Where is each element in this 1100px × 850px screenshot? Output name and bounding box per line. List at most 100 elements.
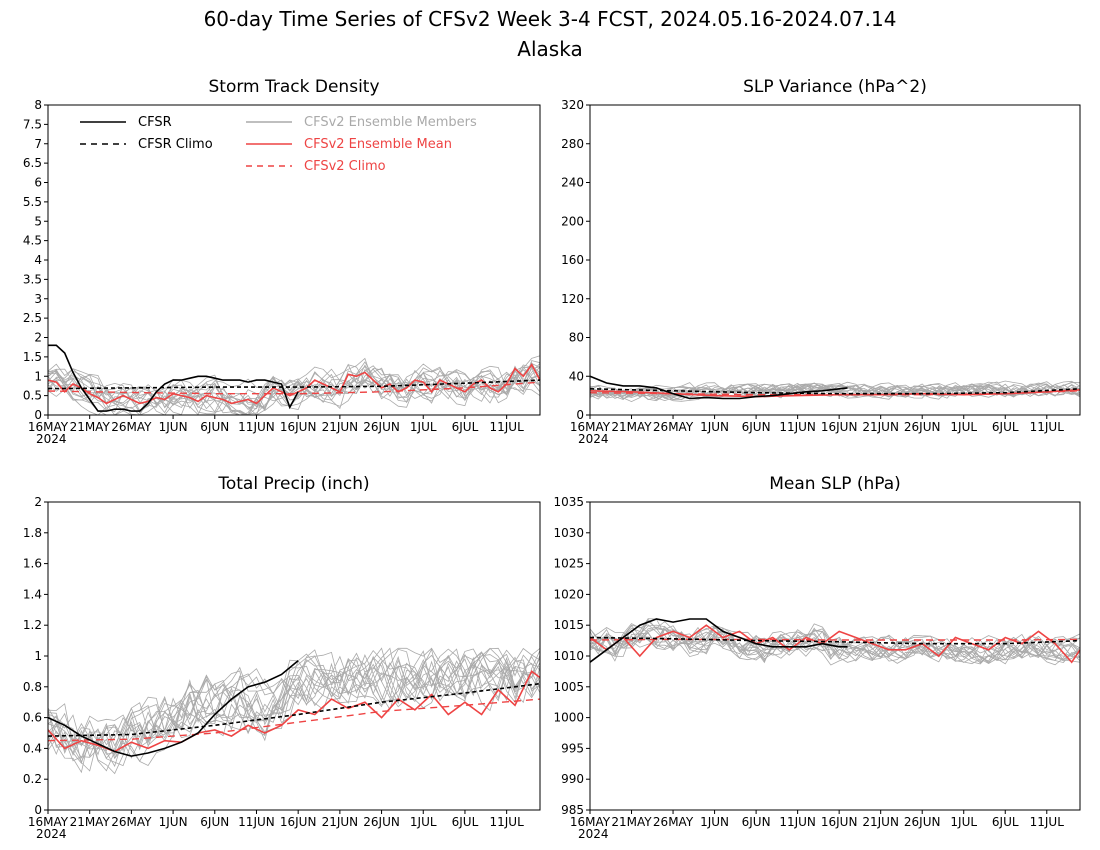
x-tick-label: 26JUN (363, 420, 400, 434)
x-tick-label: 16MAY (28, 815, 69, 829)
legend-members-label: CFSv2 Ensemble Members (304, 115, 477, 130)
x-tick-label: 26JUN (904, 815, 941, 829)
ensemble-member-line (47, 360, 541, 416)
y-tick-label: 80 (569, 331, 584, 345)
cfsr-climo-line (47, 379, 541, 390)
figure-subtitle: Alaska (517, 37, 582, 61)
ensemble-member-line (47, 651, 541, 762)
x-tick-label: 21MAY (70, 815, 111, 829)
y-tick-label: 5 (34, 214, 42, 228)
y-tick-label: 1.5 (23, 350, 42, 364)
legend: CFSR CFSR Climo CFSv2 Ensemble Members C… (80, 115, 477, 174)
ensemble-member-line (47, 649, 541, 758)
y-tick-label: 0 (576, 408, 584, 422)
y-tick-label: 5.5 (23, 195, 42, 209)
y-tick-label: 1010 (553, 649, 584, 663)
ens-mean-line (47, 670, 541, 753)
cfsr-climo-line (589, 636, 1081, 645)
y-tick-label: 0.8 (23, 680, 42, 694)
x-tick-label: 1JUL (410, 420, 437, 434)
y-tick-label: 1030 (553, 526, 584, 540)
x-year-label: 2024 (578, 432, 609, 446)
y-tick-label: 1.2 (23, 618, 42, 632)
x-tick-label: 1JUN (700, 420, 729, 434)
x-tick-label: 16MAY (570, 815, 611, 829)
y-tick-label: 7.5 (23, 117, 42, 131)
ensemble-member-line (47, 369, 541, 416)
x-tick-label: 1JUL (950, 420, 977, 434)
y-tick-label: 0 (34, 408, 42, 422)
x-tick-label: 21JUN (862, 420, 899, 434)
y-tick-label: 1020 (553, 587, 584, 601)
y-tick-label: 280 (561, 137, 584, 151)
y-tick-label: 1.6 (23, 557, 42, 571)
y-tick-label: 1 (34, 649, 42, 663)
x-tick-label: 21JUN (862, 815, 899, 829)
x-tick-label: 6JUL (992, 420, 1019, 434)
x-tick-label: 11JUL (490, 815, 525, 829)
plot-frame (589, 501, 1081, 811)
y-tick-label: 200 (561, 214, 584, 228)
x-tick-label: 21MAY (611, 815, 652, 829)
ensemble-member-line (47, 367, 541, 416)
ensemble-member-line (47, 650, 541, 767)
cfsr-line (589, 375, 848, 400)
x-tick-label: 26MAY (653, 815, 694, 829)
x-tick-label: 1JUN (700, 815, 729, 829)
x-tick-label: 16JUN (280, 420, 317, 434)
ensemble-member-line (47, 647, 541, 768)
y-tick-label: 1 (34, 369, 42, 383)
ensemble-member-line (589, 624, 1081, 663)
x-tick-label: 6JUL (452, 815, 479, 829)
x-tick-label: 16MAY (28, 420, 69, 434)
y-tick-label: 1.4 (23, 587, 42, 601)
cfsr-line (589, 618, 848, 663)
ensemble-member-line (589, 623, 1081, 663)
ens-mean-line (589, 624, 1081, 664)
y-tick-label: 985 (561, 803, 584, 817)
figure-title: 60-day Time Series of CFSv2 Week 3-4 FCS… (204, 7, 897, 31)
ensemble-members (47, 647, 541, 775)
y-tick-label: 2 (34, 331, 42, 345)
x-tick-label: 21MAY (611, 420, 652, 434)
x-tick-label: 6JUL (452, 420, 479, 434)
x-tick-label: 1JUN (159, 420, 188, 434)
x-tick-label: 21JUN (322, 815, 359, 829)
ens-mean-line (47, 363, 541, 405)
y-tick-label: 3.5 (23, 272, 42, 286)
x-year-label: 2024 (36, 827, 67, 841)
y-tick-label: 1005 (553, 680, 584, 694)
ensemble-member-line (47, 655, 541, 772)
x-tick-label: 1JUN (159, 815, 188, 829)
plot-frame (47, 501, 541, 811)
x-tick-label: 11JUL (1030, 815, 1065, 829)
y-tick-label: 4 (34, 253, 42, 267)
cfsr-climo-line (589, 388, 1081, 395)
x-tick-label: 6JUL (992, 815, 1019, 829)
legend-ens-mean-label: CFSv2 Ensemble Mean (304, 137, 452, 152)
ensemble-member-line (47, 647, 541, 754)
x-tick-label: 16JUN (821, 815, 858, 829)
ensemble-member-line (589, 383, 1081, 399)
y-tick-label: 1025 (553, 557, 584, 571)
ensemble-member-line (589, 618, 1081, 666)
legend-cfsr-climo-label: CFSR Climo (138, 137, 213, 152)
x-tick-label: 11JUN (779, 420, 816, 434)
y-tick-label: 160 (561, 253, 584, 267)
x-tick-label: 11JUN (238, 420, 275, 434)
y-tick-label: 995 (561, 741, 584, 755)
y-tick-label: 1015 (553, 618, 584, 632)
ensemble-member-line (589, 383, 1081, 400)
x-tick-label: 21JUN (322, 420, 359, 434)
ensemble-members (47, 355, 541, 416)
x-tick-label: 6JUN (200, 815, 229, 829)
panel-title: SLP Variance (hPa^2) (743, 77, 927, 97)
x-tick-label: 16JUN (280, 815, 317, 829)
panel-title: Mean SLP (hPa) (769, 474, 901, 494)
y-tick-label: 1.8 (23, 526, 42, 540)
y-tick-label: 240 (561, 176, 584, 190)
y-tick-label: 4.5 (23, 234, 42, 248)
plot-frame (47, 104, 541, 416)
x-tick-label: 6JUN (742, 815, 771, 829)
x-tick-label: 26MAY (111, 420, 152, 434)
